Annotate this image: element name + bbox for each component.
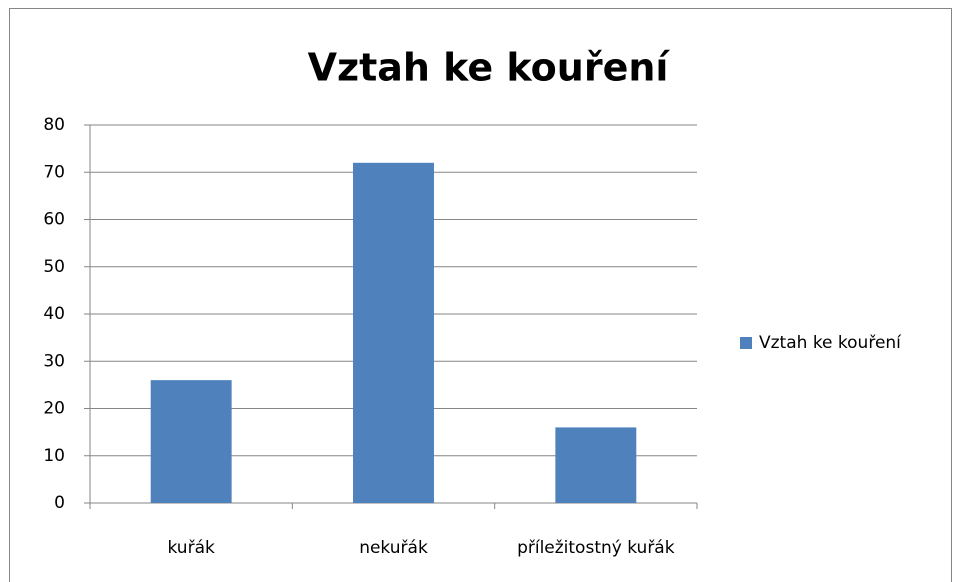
bar [555,427,637,503]
y-tick-label: 30 [43,351,65,371]
legend-swatch [740,337,752,349]
bar [150,380,232,503]
x-tick-label: příležitostný kuřák [517,538,675,558]
y-tick-label: 40 [43,304,65,324]
x-tick-label: kuřák [167,538,215,558]
y-tick-label: 50 [43,257,65,277]
x-tick-label: nekuřák [359,538,428,558]
bar [353,162,434,504]
y-tick-label: 60 [43,210,65,230]
y-tick-label: 20 [43,399,65,419]
y-tick-label: 10 [43,446,65,466]
legend-label: Vztah ke kouření [759,333,902,353]
chart-title: Vztah ke kouření [308,46,671,90]
y-tick-label: 0 [54,493,65,513]
y-tick-label: 70 [43,162,65,182]
y-tick-label: 80 [43,115,65,135]
